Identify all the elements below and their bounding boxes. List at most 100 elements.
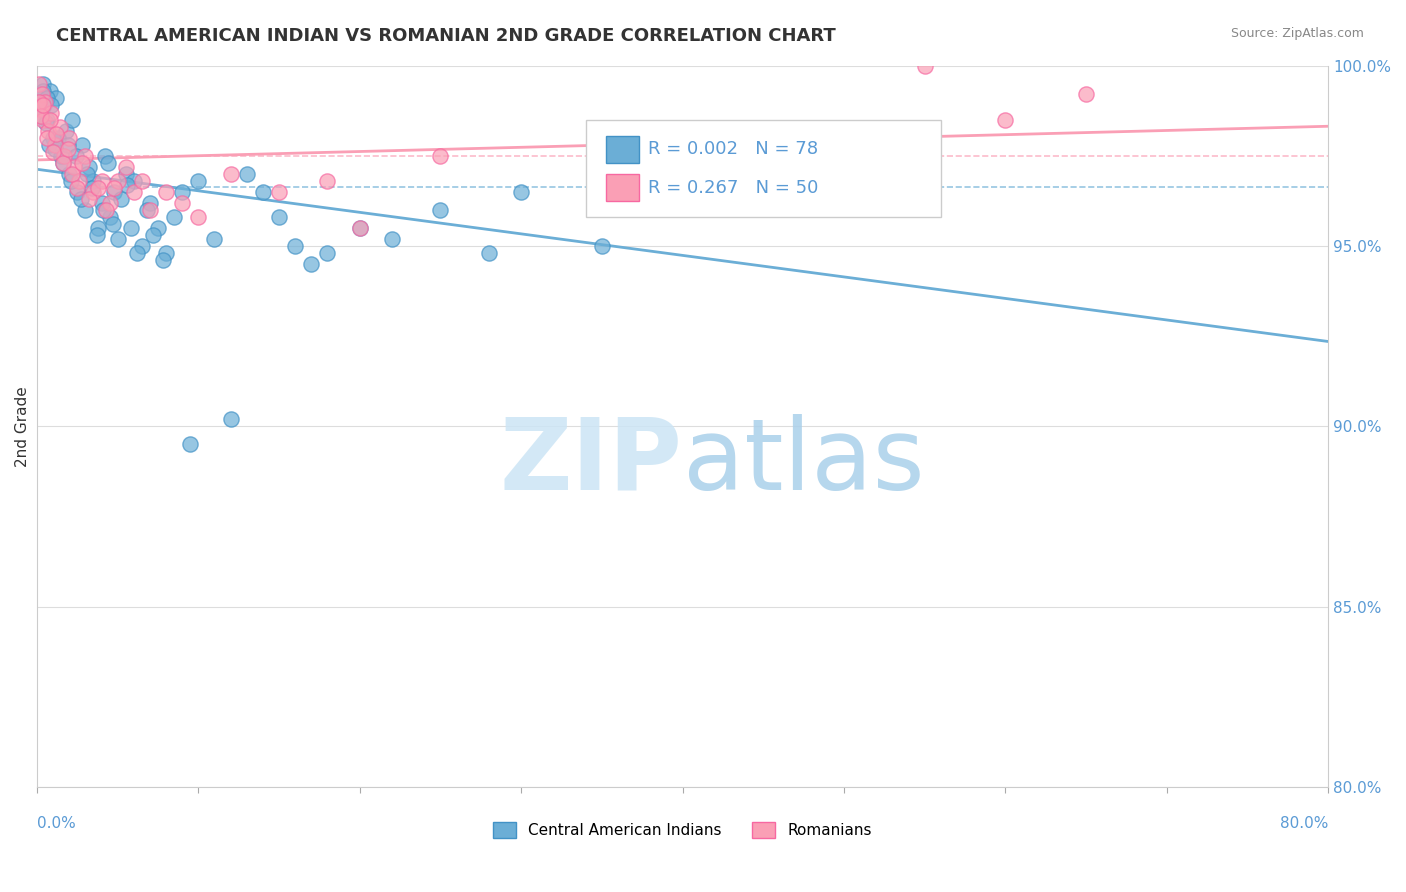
- Point: [101, 218, 124, 232]
- Point: [30, 109, 52, 123]
- Point: [87, 181, 110, 195]
- Point: [53, 149, 76, 163]
- Point: [75, 202, 97, 217]
- Text: 0.0%: 0.0%: [37, 816, 76, 831]
- Point: [35, 130, 58, 145]
- Point: [31, 84, 53, 98]
- Point: [66, 185, 89, 199]
- Point: [98, 195, 121, 210]
- Text: Source: ZipAtlas.com: Source: ZipAtlas.com: [1230, 27, 1364, 40]
- Point: [87, 221, 110, 235]
- Text: ZIP: ZIP: [499, 414, 682, 511]
- Text: atlas: atlas: [682, 414, 924, 511]
- Point: [107, 174, 129, 188]
- Y-axis label: 2nd Grade: 2nd Grade: [15, 386, 30, 467]
- Point: [93, 149, 115, 163]
- Point: [42, 130, 65, 145]
- Point: [103, 185, 125, 199]
- Point: [82, 174, 104, 188]
- Point: [117, 178, 139, 192]
- Point: [219, 412, 242, 426]
- Point: [32, 112, 55, 127]
- Point: [70, 156, 93, 170]
- Point: [62, 167, 84, 181]
- Point: [252, 185, 274, 199]
- Point: [46, 130, 69, 145]
- Point: [267, 210, 290, 224]
- Point: [58, 167, 80, 181]
- Bar: [606, 136, 638, 163]
- Point: [34, 95, 56, 109]
- Point: [41, 105, 63, 120]
- Point: [44, 142, 66, 156]
- Point: [32, 77, 55, 91]
- Point: [77, 160, 100, 174]
- Point: [91, 202, 114, 217]
- Point: [135, 202, 157, 217]
- Point: [42, 145, 65, 160]
- Point: [131, 174, 153, 188]
- Point: [110, 192, 132, 206]
- Point: [69, 192, 91, 206]
- Point: [219, 167, 242, 181]
- Point: [349, 221, 371, 235]
- Point: [38, 112, 60, 127]
- Point: [146, 221, 169, 235]
- Point: [125, 246, 148, 260]
- Point: [67, 174, 90, 188]
- Text: R = 0.267   N = 50: R = 0.267 N = 50: [648, 178, 818, 196]
- Point: [152, 253, 174, 268]
- Point: [38, 138, 60, 153]
- Point: [478, 246, 501, 260]
- Point: [31, 98, 53, 112]
- Point: [122, 185, 145, 199]
- Point: [1074, 87, 1097, 102]
- Point: [59, 174, 82, 188]
- Point: [44, 138, 66, 153]
- Point: [37, 91, 59, 105]
- Point: [131, 239, 153, 253]
- Point: [103, 181, 125, 195]
- Point: [139, 195, 162, 210]
- Point: [58, 130, 80, 145]
- Point: [55, 123, 77, 137]
- Point: [204, 232, 226, 246]
- Point: [34, 95, 56, 109]
- Point: [832, 185, 855, 199]
- Point: [80, 181, 103, 195]
- Point: [41, 98, 63, 112]
- Point: [48, 120, 70, 134]
- Point: [45, 91, 67, 105]
- Bar: [606, 174, 638, 202]
- Text: CENTRAL AMERICAN INDIAN VS ROMANIAN 2ND GRADE CORRELATION CHART: CENTRAL AMERICAN INDIAN VS ROMANIAN 2ND …: [56, 27, 837, 45]
- Point: [163, 210, 186, 224]
- Point: [82, 185, 104, 199]
- Point: [316, 246, 339, 260]
- Point: [114, 167, 136, 181]
- Point: [75, 149, 97, 163]
- Point: [56, 142, 79, 156]
- Point: [994, 112, 1017, 127]
- Point: [77, 192, 100, 206]
- Point: [267, 185, 290, 199]
- Point: [27, 77, 49, 91]
- Point: [56, 138, 79, 153]
- Point: [38, 84, 60, 98]
- Point: [90, 174, 112, 188]
- Point: [66, 181, 89, 195]
- Point: [107, 232, 129, 246]
- Point: [179, 437, 201, 451]
- Point: [122, 174, 145, 188]
- Point: [52, 156, 75, 170]
- Point: [49, 149, 72, 163]
- Text: 80.0%: 80.0%: [1279, 816, 1329, 831]
- Point: [429, 202, 451, 217]
- Point: [914, 59, 936, 73]
- Point: [31, 87, 53, 102]
- Point: [510, 185, 533, 199]
- Point: [86, 228, 108, 243]
- Point: [187, 174, 209, 188]
- Point: [381, 232, 404, 246]
- Point: [316, 174, 339, 188]
- Point: [142, 228, 165, 243]
